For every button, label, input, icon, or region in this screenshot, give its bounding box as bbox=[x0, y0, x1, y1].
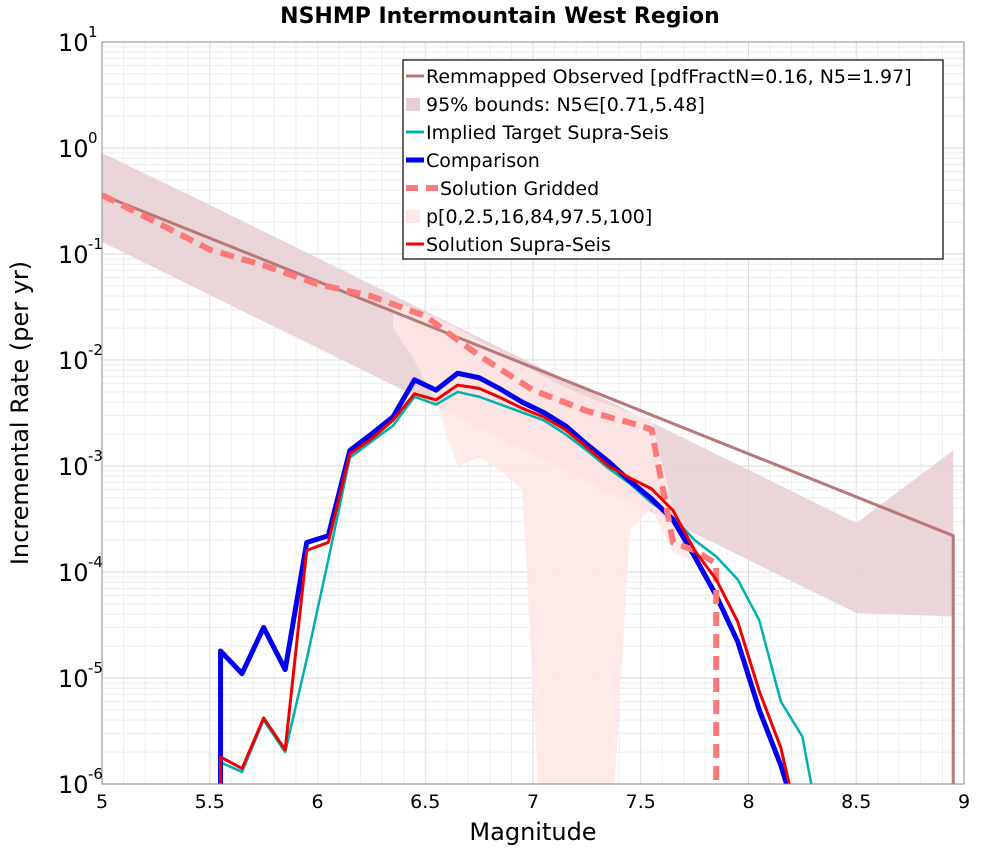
x-tick-label: 7.5 bbox=[626, 791, 656, 813]
x-axis-ticks: 5 5.5 6 6.5 7 7.5 8 8.5 9 bbox=[96, 791, 970, 813]
y-tick-base: 10 bbox=[58, 241, 89, 269]
y-tick-label: 10 1 bbox=[58, 23, 98, 57]
legend-label: p[0,2.5,16,84,97.5,100] bbox=[426, 206, 652, 228]
y-tick-base: 10 bbox=[58, 559, 89, 587]
legend-label: Implied Target Supra-Seis bbox=[426, 122, 669, 144]
plot-frame bbox=[101, 41, 965, 785]
y-tick-label: 10 -1 bbox=[58, 235, 103, 269]
legend-box bbox=[402, 59, 944, 260]
series-line-3 bbox=[102, 192, 720, 784]
x-tick-label: 9 bbox=[958, 791, 970, 813]
y-tick-exponent: -3 bbox=[88, 447, 103, 465]
x-tick-label: 6 bbox=[311, 791, 323, 813]
x-tick-label: 8.5 bbox=[841, 791, 871, 813]
y-tick-label: 10 -3 bbox=[58, 447, 103, 481]
y-tick-exponent: -5 bbox=[88, 659, 103, 677]
y-tick-exponent: -6 bbox=[88, 765, 103, 783]
series-line-0 bbox=[102, 193, 955, 784]
legend-swatch bbox=[406, 210, 420, 223]
y-tick-exponent: -4 bbox=[88, 553, 103, 571]
y-tick-base: 10 bbox=[58, 29, 89, 57]
y-tick-label: 10 0 bbox=[58, 129, 98, 163]
y-tick-base: 10 bbox=[58, 135, 89, 163]
legend-entry: Solution Gridded bbox=[406, 178, 599, 200]
series-line-2 bbox=[218, 370, 790, 784]
legend-swatch bbox=[406, 98, 420, 111]
series bbox=[102, 192, 955, 784]
legend-entry: 95% bounds: N5∈[0.71,5.48] bbox=[406, 94, 705, 116]
y-tick-label: 10 -5 bbox=[58, 659, 103, 693]
y-tick-base: 10 bbox=[58, 665, 89, 693]
x-tick-label: 7 bbox=[527, 791, 539, 813]
series-line-4 bbox=[219, 383, 791, 784]
legend-items: Remmapped Observed [pdfFractN=0.16, N5=1… bbox=[406, 66, 912, 256]
chart-title: NSHMP Intermountain West Region bbox=[280, 4, 720, 29]
legend-entry: Remmapped Observed [pdfFractN=0.16, N5=1… bbox=[406, 66, 912, 88]
legend-label: Comparison bbox=[426, 150, 540, 172]
y-tick-exponent: -2 bbox=[88, 341, 103, 359]
y-tick-exponent: 1 bbox=[88, 23, 98, 41]
legend-label: 95% bounds: N5∈[0.71,5.48] bbox=[426, 94, 705, 116]
x-tick-label: 6.5 bbox=[410, 791, 440, 813]
y-tick-exponent: -1 bbox=[88, 235, 103, 253]
x-tick-label: 5.5 bbox=[195, 791, 225, 813]
legend-label: Remmapped Observed [pdfFractN=0.16, N5=1… bbox=[426, 66, 912, 88]
series-line-1 bbox=[219, 390, 813, 784]
legend-label: Solution Gridded bbox=[440, 178, 599, 200]
y-tick-exponent: 0 bbox=[88, 129, 98, 147]
y-tick-label: 10 -2 bbox=[58, 341, 103, 375]
band-1 bbox=[392, 302, 695, 784]
y-tick-label: 10 -4 bbox=[58, 553, 103, 587]
x-tick-label: 5 bbox=[96, 791, 108, 813]
x-axis-label: Magnitude bbox=[469, 818, 596, 846]
legend: Remmapped Observed [pdfFractN=0.16, N5=1… bbox=[402, 59, 944, 260]
y-tick-label: 10 -6 bbox=[58, 765, 103, 799]
y-tick-base: 10 bbox=[58, 347, 89, 375]
legend-entry: p[0,2.5,16,84,97.5,100] bbox=[406, 206, 652, 228]
legend-label: Solution Supra-Seis bbox=[426, 234, 611, 256]
x-tick-label: 8 bbox=[742, 791, 754, 813]
y-tick-base: 10 bbox=[58, 453, 89, 481]
y-tick-base: 10 bbox=[58, 771, 89, 799]
y-axis-label: Incremental Rate (per yr) bbox=[6, 261, 34, 565]
legend-entry: Solution Supra-Seis bbox=[406, 234, 611, 256]
legend-entry: Implied Target Supra-Seis bbox=[406, 122, 669, 144]
legend-entry: Comparison bbox=[406, 150, 540, 172]
